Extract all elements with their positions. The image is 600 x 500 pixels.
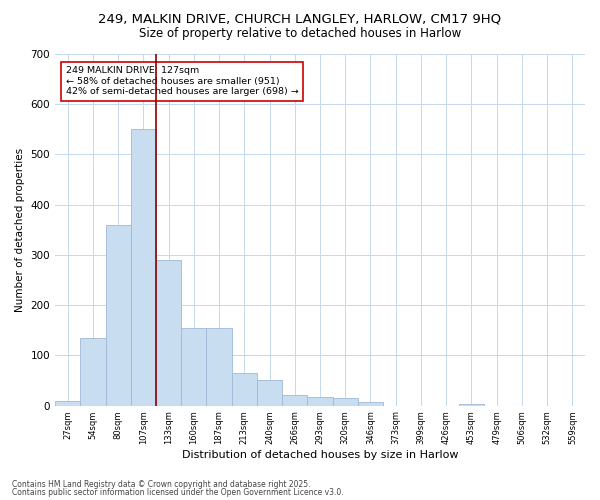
- Bar: [459, 404, 484, 406]
- Bar: [307, 396, 332, 406]
- Bar: [358, 402, 383, 406]
- Bar: [181, 328, 206, 406]
- Bar: [282, 394, 307, 406]
- Text: 249 MALKIN DRIVE: 127sqm
← 58% of detached houses are smaller (951)
42% of semi-: 249 MALKIN DRIVE: 127sqm ← 58% of detach…: [65, 66, 298, 96]
- Y-axis label: Number of detached properties: Number of detached properties: [15, 148, 25, 312]
- Bar: [206, 328, 232, 406]
- Bar: [332, 398, 358, 406]
- Bar: [257, 380, 282, 406]
- Text: Size of property relative to detached houses in Harlow: Size of property relative to detached ho…: [139, 28, 461, 40]
- Bar: [55, 400, 80, 406]
- Bar: [156, 260, 181, 406]
- Bar: [80, 338, 106, 406]
- X-axis label: Distribution of detached houses by size in Harlow: Distribution of detached houses by size …: [182, 450, 458, 460]
- Text: Contains public sector information licensed under the Open Government Licence v3: Contains public sector information licen…: [12, 488, 344, 497]
- Bar: [131, 130, 156, 406]
- Bar: [106, 225, 131, 406]
- Text: Contains HM Land Registry data © Crown copyright and database right 2025.: Contains HM Land Registry data © Crown c…: [12, 480, 311, 489]
- Text: 249, MALKIN DRIVE, CHURCH LANGLEY, HARLOW, CM17 9HQ: 249, MALKIN DRIVE, CHURCH LANGLEY, HARLO…: [98, 12, 502, 26]
- Bar: [232, 373, 257, 406]
